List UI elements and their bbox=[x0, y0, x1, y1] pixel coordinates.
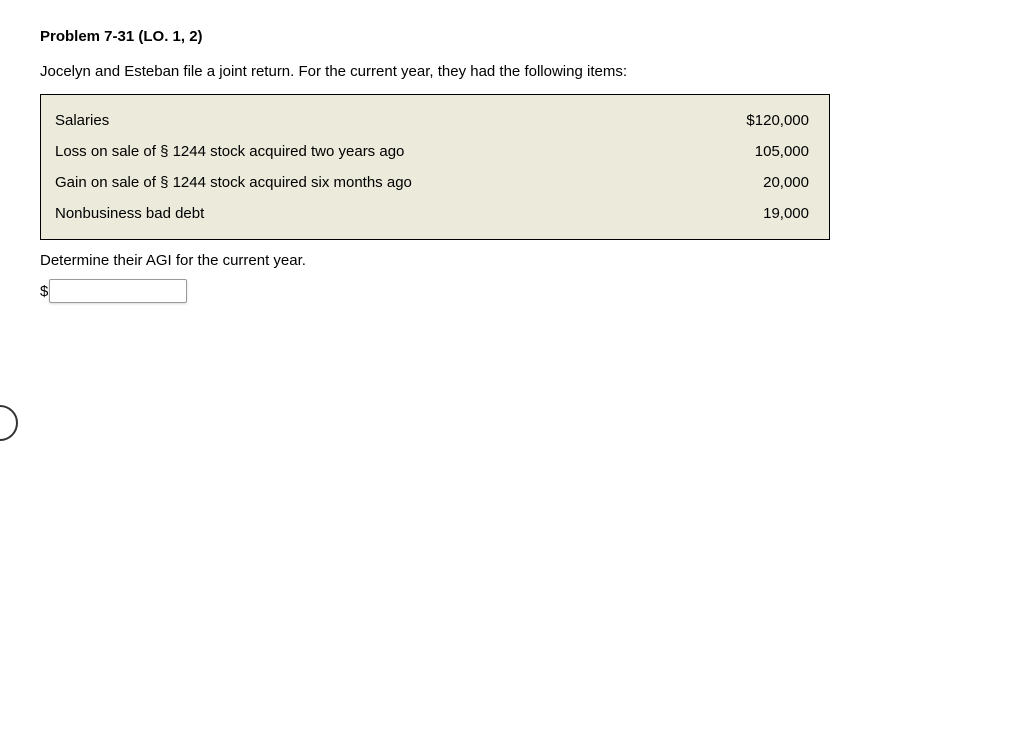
row-value: 105,000 bbox=[755, 143, 815, 160]
row-label: Salaries bbox=[55, 112, 109, 129]
row-label: Nonbusiness bad debt bbox=[55, 205, 204, 222]
table-row: Salaries $120,000 bbox=[55, 105, 815, 136]
row-value: 19,000 bbox=[763, 205, 815, 222]
row-value: $120,000 bbox=[746, 112, 815, 129]
answer-input-row: $ bbox=[40, 279, 992, 303]
problem-title: Problem 7-31 (LO. 1, 2) bbox=[40, 28, 992, 45]
side-partial-circle-icon bbox=[0, 405, 18, 441]
prompt-text: Determine their AGI for the current year… bbox=[40, 252, 992, 269]
table-row: Gain on sale of § 1244 stock acquired si… bbox=[55, 167, 815, 198]
agi-answer-input[interactable] bbox=[49, 279, 187, 303]
problem-intro: Jocelyn and Esteban file a joint return.… bbox=[40, 63, 992, 80]
table-row: Loss on sale of § 1244 stock acquired tw… bbox=[55, 136, 815, 167]
currency-symbol: $ bbox=[40, 283, 48, 300]
row-value: 20,000 bbox=[763, 174, 815, 191]
row-label: Loss on sale of § 1244 stock acquired tw… bbox=[55, 143, 404, 160]
table-row: Nonbusiness bad debt 19,000 bbox=[55, 198, 815, 229]
data-table: Salaries $120,000 Loss on sale of § 1244… bbox=[40, 94, 830, 240]
row-label: Gain on sale of § 1244 stock acquired si… bbox=[55, 174, 412, 191]
